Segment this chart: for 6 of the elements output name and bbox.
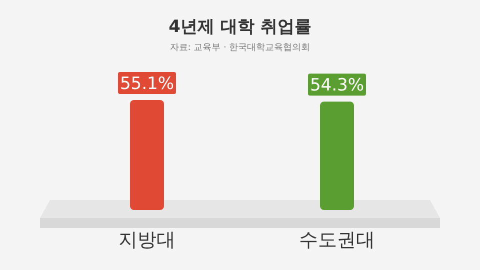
chart-title: 4년제 대학 취업률 bbox=[168, 17, 312, 37]
data-label: 54.3% bbox=[310, 76, 364, 96]
x-tick-label: 수도권대 bbox=[299, 229, 375, 251]
x-tick-label: 지방대 bbox=[118, 229, 176, 251]
text: 자료: 교육부 · 한국대학교육협의회 bbox=[170, 43, 310, 53]
data-label: 55.1% bbox=[120, 74, 174, 94]
